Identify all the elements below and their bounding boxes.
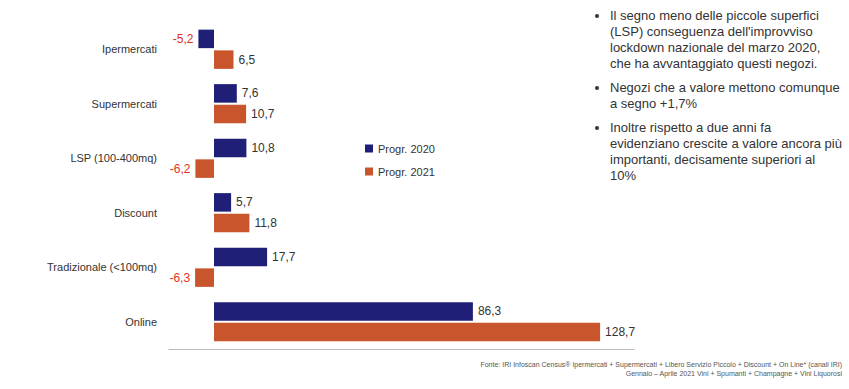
svg-text:Tradizionale (<100mq): Tradizionale (<100mq) bbox=[47, 261, 157, 273]
svg-text:7,6: 7,6 bbox=[242, 86, 259, 100]
svg-text:-5,2: -5,2 bbox=[173, 32, 194, 46]
svg-text:128,7: 128,7 bbox=[605, 325, 635, 339]
svg-text:Supermercati: Supermercati bbox=[92, 98, 157, 110]
svg-text:10,8: 10,8 bbox=[251, 141, 275, 155]
html-text:Negozi che a valore mettono co: Negozi che a valore mettono comunque a s… bbox=[610, 80, 840, 111]
svg-text:-6,2: -6,2 bbox=[170, 162, 191, 176]
svg-text:Ipermercati: Ipermercati bbox=[102, 43, 157, 55]
svg-text:17,7: 17,7 bbox=[272, 250, 296, 264]
svg-text:Progr. 2021: Progr. 2021 bbox=[378, 166, 435, 178]
svg-text:5,7: 5,7 bbox=[236, 195, 253, 209]
svg-text:LSP (100-400mq): LSP (100-400mq) bbox=[70, 152, 157, 164]
svg-text:Progr. 2020: Progr. 2020 bbox=[378, 143, 435, 155]
svg-text:6,5: 6,5 bbox=[239, 53, 256, 67]
svg-text:11,8: 11,8 bbox=[254, 216, 277, 230]
html-text:Il segno meno delle piccole su: Il segno meno delle piccole superfici (L… bbox=[610, 8, 821, 71]
svg-text:10,7: 10,7 bbox=[251, 107, 275, 121]
html-text:Inoltre rispetto a due anni fa: Inoltre rispetto a due anni fa evidenzia… bbox=[610, 120, 842, 183]
svg-text:Discount: Discount bbox=[114, 207, 157, 219]
svg-text:Online: Online bbox=[125, 316, 157, 328]
svg-text:-6,3: -6,3 bbox=[169, 271, 190, 285]
svg-text:86,3: 86,3 bbox=[478, 304, 502, 318]
html-text:Fonte: IRI Infoscan Census® Ip: Fonte: IRI Infoscan Census® Ipermercati … bbox=[480, 361, 842, 377]
